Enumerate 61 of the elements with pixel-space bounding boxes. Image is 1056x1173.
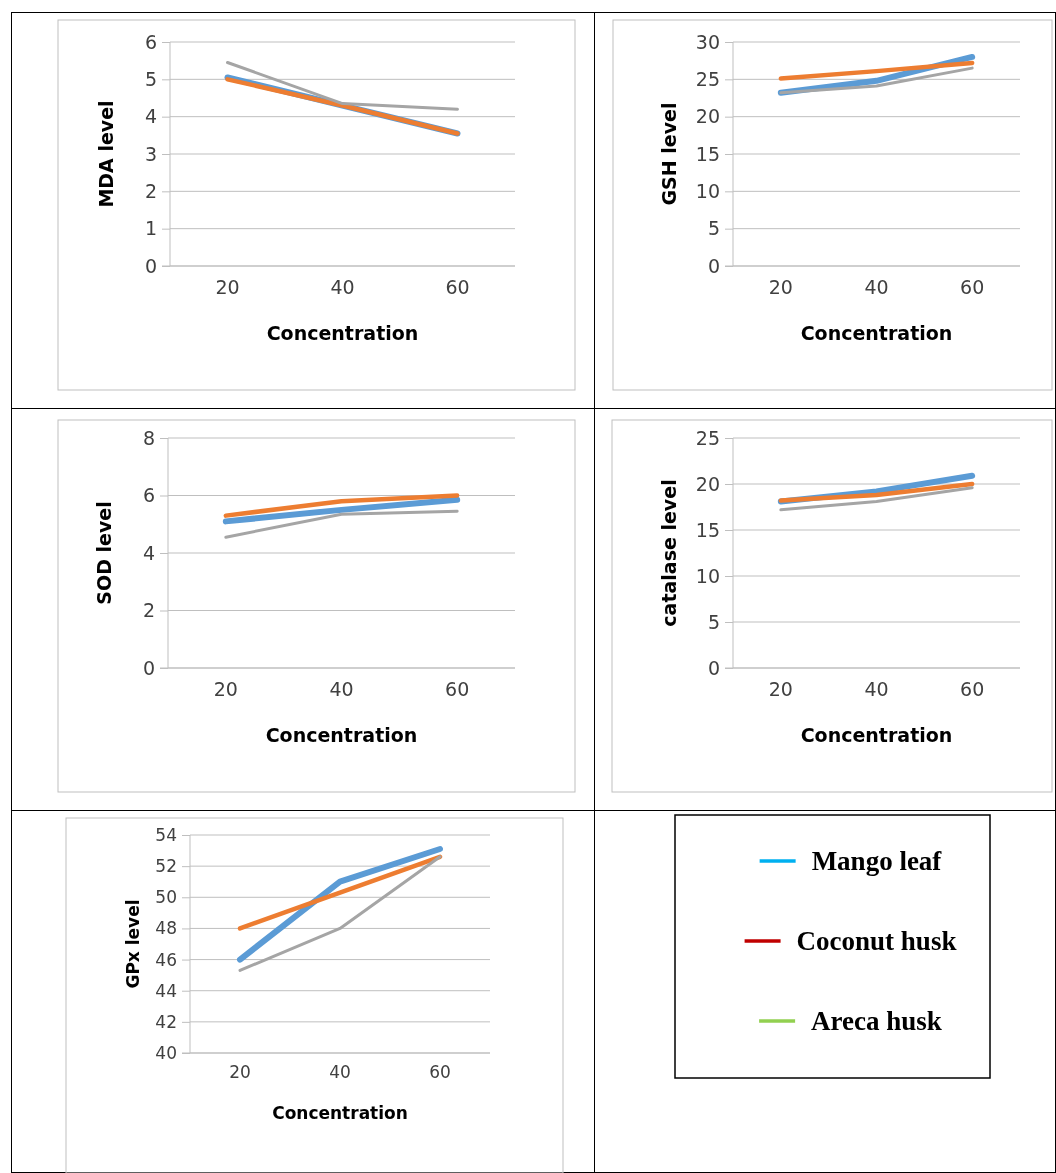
- y-tick-label: 25: [695, 67, 720, 90]
- y-tick-label: 0: [707, 254, 720, 277]
- y-tick-label: 15: [695, 142, 720, 165]
- x-tick-label: 20: [213, 677, 238, 700]
- y-tick-label: 5: [144, 67, 157, 90]
- x-tick-label: 40: [864, 275, 889, 298]
- y-tick-label: 0: [142, 656, 155, 679]
- y-tick-label: 48: [155, 918, 177, 939]
- y-axis-title: catalase level: [658, 479, 680, 627]
- y-tick-label: 5: [707, 217, 720, 240]
- x-tick-label: 60: [445, 275, 470, 298]
- legend-label: Mango leaf: [811, 846, 943, 876]
- y-tick-label: 5: [707, 610, 720, 633]
- x-tick-label: 40: [330, 275, 355, 298]
- legend-label: Areca husk: [811, 1006, 942, 1036]
- x-axis-title: Concentration: [266, 322, 419, 345]
- y-tick-label: 40: [155, 1042, 177, 1063]
- y-axis-title: GPx level: [123, 899, 143, 989]
- x-axis-title: Concentration: [800, 322, 953, 345]
- x-tick-label: 20: [768, 677, 793, 700]
- x-tick-label: 60: [960, 275, 985, 298]
- y-axis-title: GSH level: [658, 102, 680, 206]
- y-axis-title: MDA level: [95, 100, 117, 208]
- y-tick-label: 44: [155, 980, 177, 1001]
- y-tick-label: 6: [144, 30, 157, 53]
- x-tick-label: 20: [768, 275, 793, 298]
- x-tick-label: 40: [329, 677, 354, 700]
- x-tick-label: 20: [215, 275, 240, 298]
- y-tick-label: 10: [695, 564, 720, 587]
- x-tick-label: 60: [445, 677, 470, 700]
- y-tick-label: 30: [695, 30, 720, 53]
- y-tick-label: 4: [142, 541, 155, 564]
- y-tick-label: 1: [144, 217, 157, 240]
- y-tick-label: 20: [695, 105, 720, 128]
- y-tick-label: 20: [695, 472, 720, 495]
- x-axis-title: Concentration: [272, 1103, 408, 1124]
- y-tick-label: 0: [707, 656, 720, 679]
- y-tick-label: 25: [695, 426, 720, 449]
- x-tick-label: 40: [329, 1062, 351, 1083]
- y-tick-label: 4: [144, 105, 157, 128]
- y-tick-label: 2: [144, 179, 157, 202]
- x-tick-label: 20: [229, 1062, 251, 1083]
- x-tick-label: 60: [429, 1062, 451, 1083]
- y-tick-label: 0: [144, 254, 157, 277]
- y-tick-label: 52: [155, 856, 177, 877]
- y-tick-label: 50: [155, 887, 177, 908]
- y-tick-label: 10: [695, 179, 720, 202]
- x-tick-label: 40: [864, 677, 889, 700]
- legend-label: Coconut husk: [796, 926, 957, 956]
- y-tick-label: 54: [155, 824, 177, 845]
- y-axis-title: SOD level: [93, 501, 115, 605]
- x-axis-title: Concentration: [265, 724, 418, 747]
- y-tick-label: 46: [155, 949, 177, 970]
- y-tick-label: 3: [144, 142, 157, 165]
- y-tick-label: 8: [142, 426, 155, 449]
- y-tick-label: 6: [142, 484, 155, 507]
- y-tick-label: 2: [142, 599, 155, 622]
- x-tick-label: 60: [960, 677, 985, 700]
- x-axis-title: Concentration: [800, 724, 953, 747]
- y-tick-label: 15: [695, 518, 720, 541]
- y-tick-label: 42: [155, 1011, 177, 1032]
